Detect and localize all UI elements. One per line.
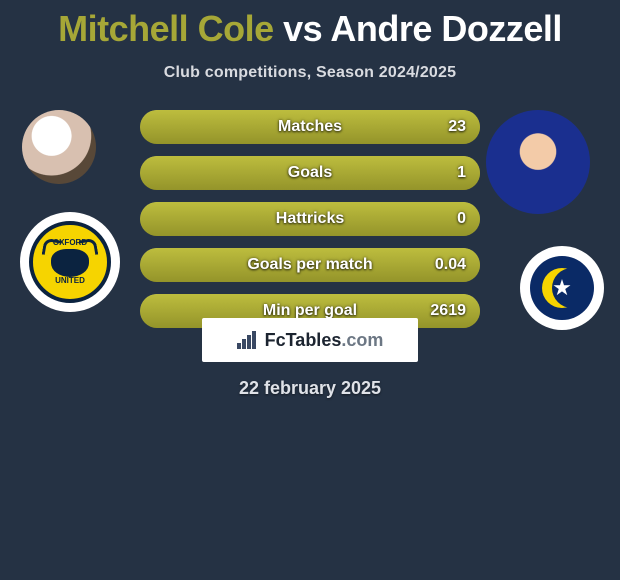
player1-avatar (22, 110, 96, 184)
stat-label: Matches (278, 118, 342, 136)
comparison-title: Mitchell Cole vs Andre Dozzell (0, 0, 620, 50)
stat-label: Goals per match (247, 256, 372, 274)
stat-value-right: 23 (448, 118, 466, 136)
stat-value-right: 0.04 (435, 256, 466, 274)
stat-bar: Goals 1 (140, 156, 480, 190)
fctables-watermark: FcTables.com (202, 318, 418, 362)
oxford-united-crest-icon: OXFORD UNITED (29, 221, 111, 303)
stat-bars: Matches 23 Goals 1 Hattricks 0 Goals per match… (140, 110, 480, 340)
stat-value-right: 1 (457, 164, 466, 182)
stat-bar: Hattricks 0 (140, 202, 480, 236)
stat-bar: Matches 23 (140, 110, 480, 144)
bar-chart-icon (237, 331, 259, 349)
watermark-text: FcTables.com (265, 330, 384, 351)
player1-club-badge: OXFORD UNITED (20, 212, 120, 312)
portsmouth-crest-icon: ★ (530, 256, 594, 320)
player2-avatar (486, 110, 590, 214)
stat-label: Hattricks (276, 210, 344, 228)
vs-separator: vs (274, 8, 331, 49)
comparison-subtitle: Club competitions, Season 2024/2025 (0, 64, 620, 82)
comparison-date: 22 february 2025 (0, 378, 620, 399)
stat-value-right: 0 (457, 210, 466, 228)
stat-bar: Goals per match 0.04 (140, 248, 480, 282)
player1-name: Mitchell Cole (58, 8, 274, 49)
stat-label: Goals (288, 164, 332, 182)
player2-name: Andre Dozzell (330, 8, 562, 49)
